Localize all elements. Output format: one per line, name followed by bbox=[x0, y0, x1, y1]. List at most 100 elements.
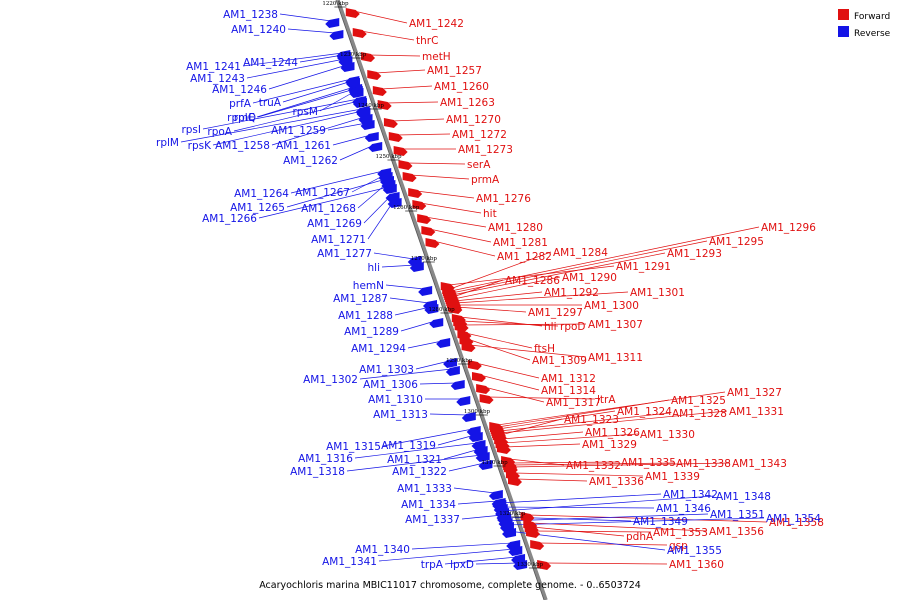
reverse-gene-connector bbox=[180, 108, 362, 143]
forward-gene-arrow bbox=[417, 214, 432, 224]
reverse-gene-connector bbox=[354, 442, 478, 459]
reverse-gene-connector bbox=[444, 556, 518, 565]
reverse-gene-label: AM1_1346 bbox=[656, 503, 711, 515]
reverse-gene-connector bbox=[268, 64, 347, 90]
forward-gene-connector bbox=[509, 458, 565, 466]
forward-gene-connector bbox=[469, 344, 587, 358]
forward-gene-label: AM1_1309 bbox=[532, 355, 587, 367]
reverse-gene-label: rpmE bbox=[227, 112, 255, 124]
reverse-gene-label: AM1_1288 bbox=[338, 310, 393, 322]
forward-gene-label: AM1_1281 bbox=[493, 237, 548, 249]
reverse-gene-label: AM1_1313 bbox=[373, 409, 428, 421]
reverse-gene-connector bbox=[257, 88, 355, 118]
reverse-gene-arrow bbox=[360, 120, 375, 130]
forward-gene-label: AM1_1338 bbox=[676, 458, 731, 470]
forward-gene-label: AM1_1307 bbox=[588, 319, 643, 331]
reverse-gene-connector bbox=[279, 13, 332, 22]
reverse-gene-connector bbox=[363, 194, 392, 224]
forward-gene-label: AM1_1312 bbox=[541, 373, 596, 385]
forward-gene-label: AM1_1273 bbox=[458, 144, 513, 156]
reverse-gene-connector bbox=[373, 252, 414, 260]
kbp-tick-label: 1230 kbp bbox=[340, 52, 367, 58]
forward-gene-connector bbox=[391, 118, 445, 122]
forward-gene-connector bbox=[528, 514, 768, 523]
forward-gene-connector bbox=[375, 69, 426, 74]
forward-gene-connector bbox=[461, 320, 559, 327]
forward-gene-arrow bbox=[496, 444, 511, 454]
reverse-gene-label: AM1_1340 bbox=[355, 544, 410, 556]
reverse-gene-connector bbox=[327, 122, 367, 131]
reverse-gene-connector bbox=[419, 382, 457, 385]
kbp-tick-label: 1280 kbp bbox=[429, 307, 456, 313]
reverse-gene-label: AM1_1342 bbox=[663, 489, 718, 501]
forward-gene-connector bbox=[416, 190, 475, 199]
reverse-gene-label: AM1_1349 bbox=[633, 516, 688, 528]
forward-gene-label: serA bbox=[467, 159, 491, 171]
forward-gene-connector bbox=[369, 54, 421, 57]
forward-gene-label: AM1_1330 bbox=[640, 429, 695, 441]
reverse-gene-connector bbox=[367, 200, 394, 240]
forward-gene-label: AM1_1353 bbox=[653, 527, 708, 539]
forward-gene-connector bbox=[467, 338, 531, 361]
reverse-gene-label: AM1_1333 bbox=[397, 483, 452, 495]
forward-gene-connector bbox=[487, 396, 596, 400]
reverse-gene-label: AM1_1322 bbox=[392, 466, 447, 478]
forward-gene-connector bbox=[531, 522, 708, 532]
reverse-gene-label: AM1_1348 bbox=[716, 491, 771, 503]
reverse-gene-label: AM1_1315 bbox=[326, 441, 381, 453]
reverse-gene-label: rplM bbox=[156, 137, 179, 149]
reverse-gene-arrow bbox=[418, 286, 433, 296]
reverse-gene-label: AM1_1238 bbox=[223, 9, 278, 21]
forward-gene-connector bbox=[475, 362, 540, 379]
reverse-gene-arrow bbox=[502, 528, 517, 538]
forward-gene-arrow bbox=[421, 226, 436, 236]
forward-gene-label: AM1_1300 bbox=[584, 300, 639, 312]
reverse-gene-connector bbox=[319, 90, 356, 112]
reverse-gene-arrow bbox=[450, 380, 465, 390]
forward-gene-label: AM1_1293 bbox=[667, 248, 722, 260]
forward-gene-label: rpoD bbox=[560, 321, 586, 333]
forward-gene-label: AM1_1331 bbox=[729, 406, 784, 418]
reverse-gene-connector bbox=[299, 54, 344, 63]
forward-gene-arrow bbox=[476, 384, 491, 394]
kbp-tick-label: 1250 kbp bbox=[375, 154, 402, 160]
forward-gene-label: AM1_1343 bbox=[732, 458, 787, 470]
reverse-gene-label: AM1_1271 bbox=[311, 234, 366, 246]
reverse-gene-connector bbox=[407, 340, 443, 349]
reverse-gene-connector bbox=[389, 297, 430, 304]
forward-gene-label: AM1_1324 bbox=[617, 406, 672, 418]
forward-gene-label: AM1_1326 bbox=[585, 427, 640, 439]
forward-gene-arrow bbox=[508, 476, 523, 486]
forward-gene-arrow bbox=[454, 322, 469, 332]
caption: Acaryochloris marina MBIC11017 chromosom… bbox=[259, 580, 641, 591]
forward-gene-arrow bbox=[402, 172, 417, 182]
forward-gene-connector bbox=[456, 306, 527, 313]
reverse-gene-label: AM1_1240 bbox=[231, 24, 286, 36]
forward-gene-label: AM1_1358 bbox=[769, 517, 824, 529]
forward-gene-connector bbox=[410, 174, 470, 180]
reverse-gene-arrow bbox=[387, 198, 402, 208]
kbp-tick-label: 1260 kbp bbox=[393, 205, 420, 211]
reverse-gene-label: lpxD bbox=[450, 559, 474, 571]
chromosome-backbone-edge bbox=[335, 0, 545, 600]
forward-gene-arrow bbox=[352, 28, 367, 38]
forward-gene-connector bbox=[451, 240, 708, 294]
reverse-gene-label: AM1_1265 bbox=[230, 202, 285, 214]
forward-gene-arrow bbox=[408, 188, 423, 198]
reverse-gene-connector bbox=[504, 513, 709, 522]
forward-gene-connector bbox=[420, 202, 482, 214]
forward-gene-connector bbox=[511, 462, 675, 466]
forward-gene-arrow bbox=[383, 118, 398, 128]
forward-gene-connector bbox=[454, 291, 543, 302]
forward-gene-label: AM1_1360 bbox=[669, 559, 724, 571]
forward-gene-connector bbox=[502, 431, 584, 440]
forward-gene-connector bbox=[497, 391, 726, 426]
forward-gene-label: metH bbox=[422, 51, 451, 63]
forward-gene-label: gsp bbox=[669, 540, 688, 552]
reverse-gene-label: hemN bbox=[353, 280, 384, 292]
reverse-gene-connector bbox=[499, 506, 655, 509]
reverse-gene-label: AM1_1261 bbox=[276, 140, 331, 152]
reverse-gene-arrow bbox=[488, 490, 503, 500]
reverse-gene-label: AM1_1268 bbox=[301, 203, 356, 215]
forward-gene-connector bbox=[380, 85, 433, 90]
